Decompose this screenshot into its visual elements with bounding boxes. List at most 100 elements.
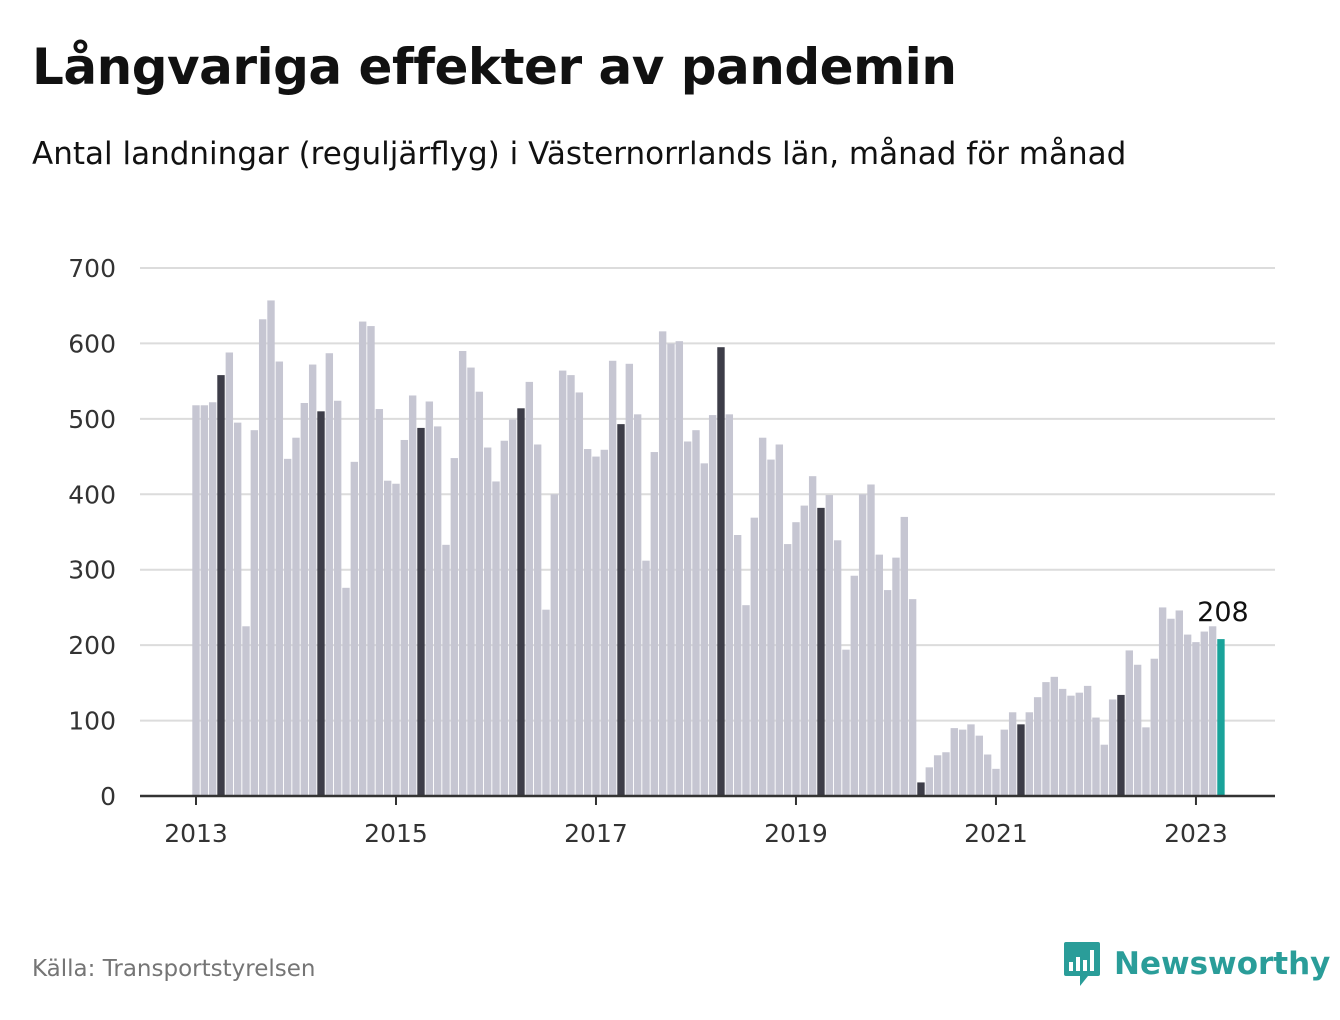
bar xyxy=(858,494,867,796)
bar xyxy=(617,424,625,796)
bar xyxy=(442,544,450,796)
source-note: Källa: Transportstyrelsen xyxy=(32,956,316,982)
bar xyxy=(708,415,717,796)
bar xyxy=(775,444,784,796)
bar xyxy=(425,401,434,796)
bar xyxy=(1000,729,1009,796)
bar xyxy=(725,414,734,796)
y-tick-label: 200 xyxy=(68,631,116,660)
bar xyxy=(1150,658,1158,796)
bar xyxy=(733,535,742,796)
bar xyxy=(1058,688,1067,796)
x-tick-label: 2013 xyxy=(164,819,228,848)
bar xyxy=(550,494,559,796)
bar xyxy=(267,300,275,796)
bar xyxy=(825,495,834,796)
x-tick-label: 2017 xyxy=(564,819,628,848)
bar xyxy=(308,364,317,796)
bar xyxy=(975,735,984,796)
bar xyxy=(192,405,200,796)
bar xyxy=(817,507,825,796)
bar-chart: 0 100 200 300 400 500 600 700 208 2013 2015 2017 201… xyxy=(68,254,1275,848)
bar xyxy=(767,459,775,796)
bar xyxy=(575,392,584,796)
bar xyxy=(850,575,859,796)
bar xyxy=(233,422,242,796)
bar xyxy=(800,505,809,796)
bar xyxy=(692,430,700,796)
bar xyxy=(433,426,442,796)
bar xyxy=(208,402,217,796)
bar xyxy=(492,481,500,796)
bar xyxy=(1092,717,1100,796)
bar xyxy=(200,405,209,796)
bar xyxy=(1133,664,1142,796)
x-tick-label: 2019 xyxy=(764,819,828,848)
bar xyxy=(375,409,384,796)
bar xyxy=(983,754,992,796)
bar xyxy=(667,343,675,796)
brand-name: Newsworthy xyxy=(1114,946,1331,982)
bar xyxy=(942,752,950,796)
bar xyxy=(1075,692,1083,796)
bar xyxy=(1183,634,1192,796)
bar xyxy=(1208,626,1217,796)
bar xyxy=(567,375,575,796)
bar xyxy=(292,437,300,796)
bar xyxy=(967,724,975,796)
bar xyxy=(608,360,617,796)
x-tick-label: 2015 xyxy=(364,819,428,848)
bar xyxy=(933,755,942,796)
bar xyxy=(600,449,609,796)
bar xyxy=(1083,685,1092,796)
bar xyxy=(1017,724,1025,796)
bar xyxy=(358,321,367,796)
bar xyxy=(350,461,359,796)
y-tick-label: 600 xyxy=(68,329,116,358)
bar xyxy=(633,414,642,796)
bar xyxy=(900,516,909,796)
latest-bar xyxy=(1217,639,1225,796)
bar xyxy=(650,452,659,796)
bar xyxy=(508,419,517,796)
bar xyxy=(592,456,600,796)
bar xyxy=(500,440,509,796)
brand-logo: Newsworthy xyxy=(1062,940,1330,988)
bar xyxy=(333,400,342,796)
bar xyxy=(658,331,667,796)
bar xyxy=(417,427,425,796)
bar xyxy=(283,458,292,796)
bar xyxy=(458,350,467,796)
bar xyxy=(1033,697,1042,796)
bar xyxy=(250,430,259,796)
bar xyxy=(367,326,375,796)
bar xyxy=(750,517,759,796)
latest-value-label: 208 xyxy=(1197,597,1249,628)
bar xyxy=(1192,642,1200,796)
bar xyxy=(783,544,792,796)
bar xyxy=(1175,610,1183,796)
y-tick-label: 500 xyxy=(68,405,116,434)
bar xyxy=(558,370,567,796)
bar xyxy=(1042,682,1050,796)
bar xyxy=(1125,650,1133,796)
bar xyxy=(392,483,400,796)
bar xyxy=(908,599,917,796)
x-tick-label: 2023 xyxy=(1164,819,1228,848)
bar xyxy=(1008,712,1017,796)
bar xyxy=(1158,607,1167,796)
y-tick-label: 100 xyxy=(68,707,116,736)
bar xyxy=(808,476,817,796)
bar xyxy=(833,540,842,796)
bar xyxy=(642,560,650,796)
chart-title: Långvariga effekter av pandemin xyxy=(32,38,957,96)
bar xyxy=(275,361,284,796)
bar xyxy=(625,363,634,796)
bar xyxy=(475,391,484,796)
bar xyxy=(1025,712,1033,796)
bar xyxy=(717,347,725,796)
bar xyxy=(300,403,309,796)
bar xyxy=(408,395,417,796)
bar xyxy=(992,768,1000,796)
bar xyxy=(517,408,525,796)
